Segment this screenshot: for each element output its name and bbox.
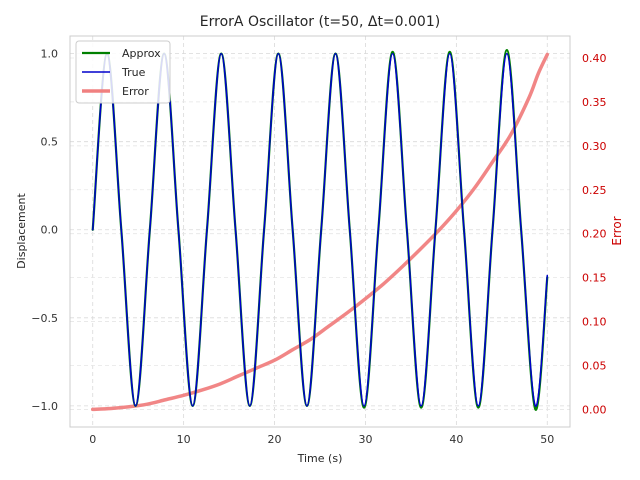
y-tick-label: 0.5: [41, 136, 59, 149]
y2-tick-label: 0.10: [582, 316, 607, 329]
legend-box: [75, 40, 171, 104]
legend-label: True: [121, 66, 146, 79]
y-axis-label: Displacement: [15, 193, 28, 269]
axes-frame: [69, 35, 571, 428]
x-tick-label: 0: [89, 433, 96, 446]
x-axis-label: Time (s): [297, 452, 343, 465]
y2-tick-label: 0.35: [582, 96, 607, 109]
x-tick-label: 30: [358, 433, 372, 446]
x-tick-label: 20: [268, 433, 282, 446]
grid-lines: [70, 36, 570, 427]
legend: Approx True Error: [75, 40, 171, 104]
y2-tick-label: 0.15: [582, 272, 607, 285]
y2-tick-label: 0.25: [582, 184, 607, 197]
y-tick-label: 0.0: [41, 224, 59, 237]
chart-title: ErrorA Oscillator (t=50, Δt=0.001): [200, 14, 440, 30]
tick-labels: 0 10 20 30 40 50 −1.0 −0.5 0.0 0.5 1.0 0.00 0.05 0.10…: [31, 48, 606, 446]
legend-label: Error: [122, 85, 149, 98]
y-tick-label: −0.5: [31, 312, 58, 325]
x-tick-label: 10: [177, 433, 191, 446]
series-line-error: [90, 52, 550, 412]
y-tick-label: −1.0: [31, 400, 58, 413]
y-tick-label: 1.0: [41, 48, 59, 61]
y2-tick-label: 0.30: [582, 140, 607, 153]
y2-axis-label: Error: [610, 216, 624, 245]
legend-label: Approx: [122, 47, 161, 60]
y2-tick-label: 0.05: [582, 359, 607, 372]
y2-tick-label: 0.20: [582, 228, 607, 241]
legend-entries: Approx True Error: [82, 47, 161, 98]
y2-tick-label: 0.00: [582, 403, 607, 416]
y2-tick-label: 0.40: [582, 52, 607, 65]
x-tick-label: 50: [540, 433, 554, 446]
x-tick-label: 40: [449, 433, 463, 446]
